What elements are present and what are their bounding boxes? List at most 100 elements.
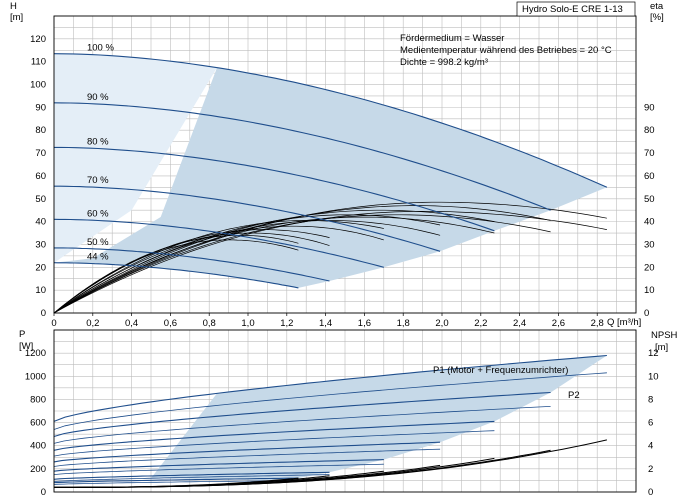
head-tick-label: 30 bbox=[35, 239, 46, 250]
x-tick-label: 0,8 bbox=[203, 318, 216, 329]
efficiency-curve bbox=[53, 239, 299, 314]
p2-series-label: P2 bbox=[568, 390, 580, 401]
p2-power-curve bbox=[53, 474, 330, 482]
npsh-curve bbox=[54, 477, 299, 488]
npsh-axis-unit: [m] bbox=[655, 342, 668, 353]
speed-label: 70 % bbox=[87, 175, 109, 186]
head-curve bbox=[54, 247, 330, 282]
p1-power-curve bbox=[53, 354, 607, 422]
speed-label: 44 % bbox=[87, 252, 109, 263]
power-tick-label: 400 bbox=[30, 441, 46, 452]
eta-tick-label: 50 bbox=[644, 194, 655, 205]
head-curve bbox=[54, 185, 441, 252]
head-tick-label: 10 bbox=[35, 285, 46, 296]
flow-axis-label: Q [m³/h] bbox=[607, 317, 641, 328]
head-tick-label: 0 bbox=[41, 308, 46, 319]
speed-label: 80 % bbox=[87, 136, 109, 147]
efficiency-curve bbox=[53, 232, 330, 314]
power-tick-label: 800 bbox=[30, 394, 46, 405]
note-medium: Fördermedium = Wasser bbox=[400, 33, 504, 44]
npsh-tick-label: 8 bbox=[648, 394, 653, 405]
p2-power-curve bbox=[53, 480, 299, 485]
p2-power-curve bbox=[53, 463, 384, 475]
head-speed-curves bbox=[53, 53, 608, 289]
npsh-tick-label: 4 bbox=[648, 441, 653, 452]
power-axis-unit: [W] bbox=[19, 341, 33, 352]
head-curve bbox=[53, 218, 384, 268]
head-tick-label: 60 bbox=[35, 171, 46, 182]
x-tick-label: 2,6 bbox=[552, 318, 565, 329]
p1-power-curve bbox=[53, 420, 495, 451]
efficiency-curve bbox=[53, 214, 551, 314]
x-tick-label: 0 bbox=[51, 318, 56, 329]
efficiency-curves bbox=[53, 201, 607, 314]
eta-tick-label: 70 bbox=[644, 148, 655, 159]
npsh-axis-label: NPSH bbox=[651, 330, 678, 341]
p1-power-curve bbox=[53, 477, 299, 484]
p2-power-curve bbox=[53, 372, 607, 430]
head-tick-label: 110 bbox=[31, 57, 46, 68]
head-tick-label: 50 bbox=[35, 194, 46, 205]
efficiency-curve bbox=[53, 201, 607, 314]
speed-label: 60 % bbox=[87, 208, 109, 219]
npsh-tick-label: 10 bbox=[648, 371, 659, 382]
power-axis-label: P bbox=[19, 329, 25, 340]
x-tick-label: 2,4 bbox=[513, 318, 526, 329]
x-tick-label: 0,2 bbox=[86, 318, 99, 329]
head-axis-label: H bbox=[10, 1, 17, 12]
eta-tick-label: 90 bbox=[644, 102, 655, 113]
x-tick-label: 1,2 bbox=[280, 318, 293, 329]
note-density: Dichte = 998.2 kg/m³ bbox=[400, 57, 488, 68]
eta-tick-label: 80 bbox=[644, 125, 655, 136]
head-curve bbox=[54, 146, 495, 232]
head-curve bbox=[53, 262, 299, 289]
x-tick-label: 2,8 bbox=[591, 318, 604, 329]
p2-power-curve bbox=[53, 448, 441, 467]
operating-area-dark bbox=[54, 67, 607, 288]
p2-power-curve bbox=[53, 406, 551, 444]
npsh-tick-label: 2 bbox=[648, 464, 653, 475]
power-tick-label: 200 bbox=[30, 464, 46, 475]
x-tick-label: 1,4 bbox=[319, 318, 332, 329]
x-tick-label: 0,6 bbox=[164, 318, 177, 329]
eta-tick-label: 30 bbox=[644, 239, 655, 250]
eta-tick-label: 0 bbox=[644, 308, 649, 319]
npsh-tick-label: 0 bbox=[648, 487, 653, 498]
x-tick-label: 0,4 bbox=[125, 318, 138, 329]
chart-title: Hydro Solo-E CRE 1-13 bbox=[522, 4, 623, 15]
p1-power-curve bbox=[53, 391, 551, 438]
efficiency-curve bbox=[53, 216, 495, 314]
speed-label: 90 % bbox=[87, 92, 109, 103]
p1-power-curve bbox=[53, 471, 330, 480]
eta-tick-label: 10 bbox=[644, 285, 655, 296]
p1-power-curve bbox=[53, 441, 441, 463]
operating-area-top bbox=[54, 53, 607, 288]
speed-label: 50 % bbox=[87, 237, 109, 248]
head-tick-label: 90 bbox=[35, 102, 46, 113]
speed-labels: 100 % 90 % 80 % 70 % 60 % 50 % 44 % bbox=[87, 43, 114, 263]
note-temperature: Medientemperatur während des Betriebes =… bbox=[400, 45, 612, 56]
p1-series-label: P1 (Motor + Frequenzumrichter) bbox=[433, 365, 568, 376]
x-tick-label: 2,0 bbox=[435, 318, 448, 329]
eta-tick-label: 20 bbox=[644, 262, 655, 273]
efficiency-curve bbox=[53, 210, 607, 314]
head-curve bbox=[53, 102, 551, 211]
npsh-curves bbox=[54, 439, 608, 488]
head-tick-label: 40 bbox=[35, 217, 46, 228]
power-curves bbox=[53, 354, 607, 485]
head-curve bbox=[53, 53, 608, 188]
head-tick-label: 70 bbox=[35, 148, 46, 159]
p2-power-curve bbox=[53, 430, 495, 457]
eta-tick-label: 40 bbox=[644, 217, 655, 228]
power-tick-label: 1000 bbox=[25, 371, 46, 382]
x-tick-label: 1,0 bbox=[241, 318, 254, 329]
operating-area-light bbox=[54, 53, 217, 263]
efficiency-curve bbox=[53, 220, 441, 314]
eta-axis-label: eta bbox=[650, 1, 664, 12]
eta-tick-label: 60 bbox=[644, 171, 655, 182]
power-tick-label: 0 bbox=[41, 487, 46, 498]
head-tick-label: 80 bbox=[35, 125, 46, 136]
power-tick-label: 1200 bbox=[25, 348, 46, 359]
p1-power-curve bbox=[53, 459, 384, 472]
